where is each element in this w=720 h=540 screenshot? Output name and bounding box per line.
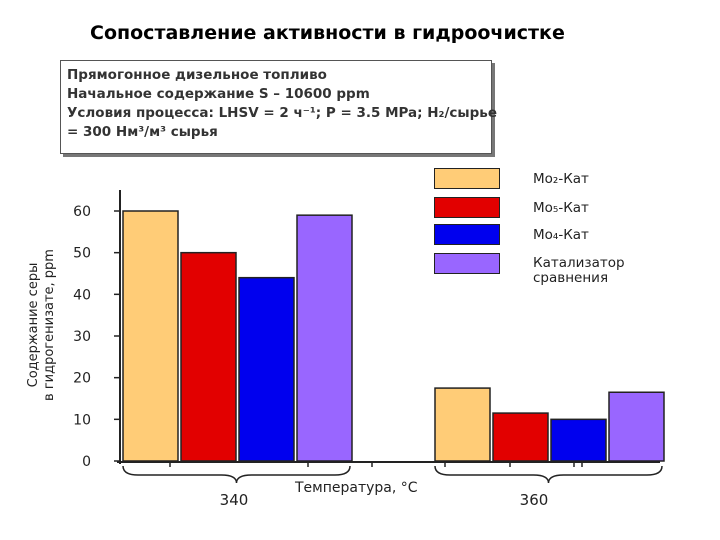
legend-swatch (434, 224, 500, 245)
legend-label: Mo₂-Кат (533, 172, 589, 187)
bar (296, 214, 353, 462)
legend-label-line: Mo₄-Кат (533, 227, 589, 243)
conditions-line-4: = 300 Нм³/м³ сырья (67, 124, 218, 140)
y-tick-label: 30 (73, 329, 91, 345)
legend-label-line: Mo₅-Кат (533, 200, 589, 216)
bar (122, 210, 179, 462)
bar (434, 387, 491, 462)
y-tick-label: 10 (73, 412, 91, 428)
y-tick-label: 20 (73, 371, 91, 387)
legend-label-line: Mo₂-Кат (533, 171, 589, 187)
x-axis-label: Температура, °C (295, 480, 418, 496)
legend-swatch (434, 168, 500, 189)
legend-swatch (434, 197, 500, 218)
bar (180, 251, 237, 462)
x-category-label: 360 (520, 491, 549, 509)
legend-label: Катализатор сравнения (533, 256, 625, 286)
y-tick-label: 60 (73, 204, 91, 220)
conditions-line-3: Условия процесса: LHSV = 2 ч⁻¹; P = 3.5 … (67, 105, 497, 121)
conditions-line-1: Прямогонное дизельное топливо (67, 67, 327, 83)
y-tick-label: 50 (73, 246, 91, 262)
group-brace-340 (122, 465, 351, 484)
x-category-label: 340 (220, 491, 249, 509)
y-tick-label: 40 (73, 287, 91, 303)
legend-label: Mo₄-Кат (533, 228, 589, 243)
legend-label: Mo₅-Кат (533, 201, 589, 216)
legend-label-line: Катализатор (533, 255, 625, 271)
bar (608, 391, 665, 462)
bar (492, 412, 549, 462)
bar (238, 276, 295, 462)
y-tick-label: 0 (82, 454, 91, 470)
bar (550, 418, 607, 462)
conditions-line-2: Начальное содержание S – 10600 ppm (67, 86, 370, 102)
chart-title: Сопоставление активности в гидроочистке (90, 22, 565, 44)
group-brace-360 (434, 465, 663, 484)
legend-swatch (434, 253, 500, 274)
legend-label-line: сравнения (533, 270, 609, 286)
process-conditions-box: Прямогонное дизельное топливо Начальное … (60, 60, 497, 154)
